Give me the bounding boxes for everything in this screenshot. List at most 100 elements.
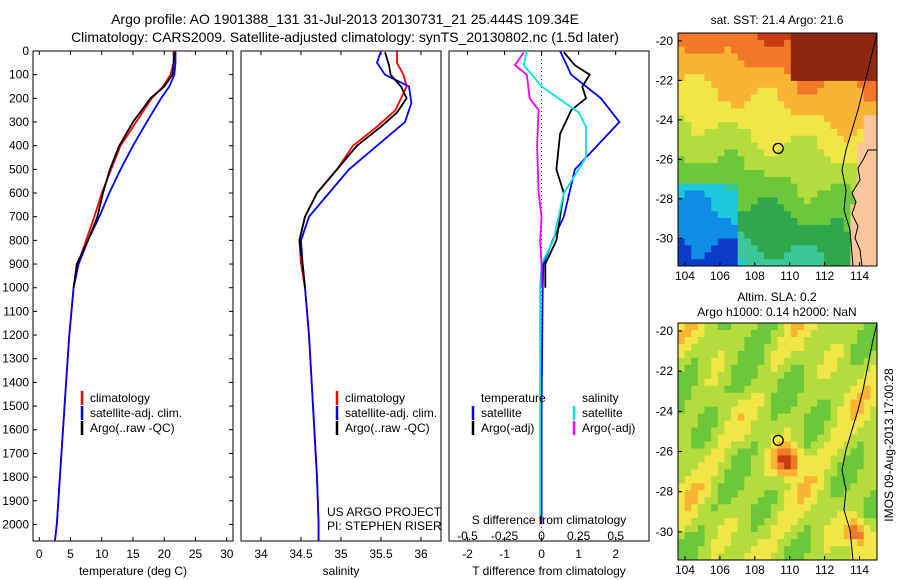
map-cell [810,80,818,89]
map-cell [863,94,871,102]
map-cell [737,142,745,150]
map-cell [711,135,719,144]
map-cell [724,406,732,415]
map-cell [857,74,865,82]
map-cell [724,364,732,373]
series-line-satellite-adj-clim- [54,51,177,542]
map-cell [804,532,812,540]
map-cell [737,170,745,178]
depth-tick-label: 500 [9,162,29,176]
map-cell [790,455,798,463]
map-cell [830,218,838,226]
map-cell [731,434,739,442]
temperature-axes-frame [32,50,234,542]
map-cell [830,170,838,178]
map-cell [731,525,739,533]
map-cell [823,329,831,338]
map-cell [717,176,725,185]
map-cell [784,163,792,171]
map-cell [784,343,792,352]
map-cell [678,399,686,408]
map-cell [697,329,705,338]
map-cell [711,511,719,519]
map-cell [757,122,765,130]
map-cell [837,115,845,123]
map-cell [777,357,785,366]
map-cell [711,156,719,164]
map-cell [843,176,851,185]
map-cell [717,490,725,498]
map-cell [731,190,739,198]
map-cell [823,46,831,54]
map-cell [810,539,818,547]
map-cell [750,406,758,415]
depth-tick-label: 900 [9,257,29,271]
map-cell [863,385,871,394]
map-cell [744,448,752,456]
map-cell [697,364,705,373]
map-cell [764,546,772,554]
map-cell [823,525,831,533]
map-cell [837,204,845,212]
map-cell [757,490,765,498]
map-cell [837,122,845,130]
salinity-tick-labels: 34 34.5 35 35.5 36 [254,51,428,561]
map-cell [757,53,765,61]
map-cell [757,323,765,331]
map-cell [737,60,745,68]
map-cell [784,420,792,428]
x-tick-label: 34 [254,547,268,561]
map-cell [797,53,805,61]
map-cell [744,94,752,102]
map-cell [731,245,739,253]
map-cell [737,135,745,144]
project-annotation: US ARGO PROJECT [327,505,442,519]
map-cell [843,238,851,246]
map-cell [790,176,798,185]
map-cell [823,371,831,380]
map-cell [850,197,858,205]
map-cell [823,252,831,260]
map-cell [790,218,798,226]
map-cell [737,518,745,526]
map-cell [757,434,765,442]
map-cell [817,539,825,547]
map-cell [810,399,818,408]
map-cell [731,211,739,219]
map-cell [678,392,686,401]
map-cell [837,323,845,331]
map-cell [777,224,785,233]
lat-tick-label: -26 [656,445,674,459]
map-cell [750,87,758,96]
map-cell [744,462,752,470]
map-cell [697,441,705,449]
map-cell [830,497,838,505]
map-cell [837,259,845,267]
x-tick-label: 0 [36,547,43,561]
map-cell [691,343,699,352]
map-cell [737,53,745,61]
map-cell [691,392,699,401]
map-cell [817,497,825,505]
map-cell [863,101,871,109]
map-cell [804,483,812,491]
depth-tick-label: 300 [9,115,29,129]
map-cell [724,33,732,41]
map-cell [717,329,725,338]
map-cell [830,156,838,164]
lat-tick-label: -30 [656,231,674,245]
map-cell [711,546,719,554]
map-cell [757,80,765,89]
map-cell [823,80,831,89]
map-cell [777,122,785,130]
map-cell [797,33,805,41]
map-cell [724,128,732,137]
map-cell [697,53,705,61]
map-cell [857,441,865,449]
map-cell [863,420,871,428]
map-cell [750,122,758,130]
map-cell [817,511,825,519]
map-cell [731,128,739,137]
map-cell [697,115,705,123]
map-cell [850,39,858,48]
